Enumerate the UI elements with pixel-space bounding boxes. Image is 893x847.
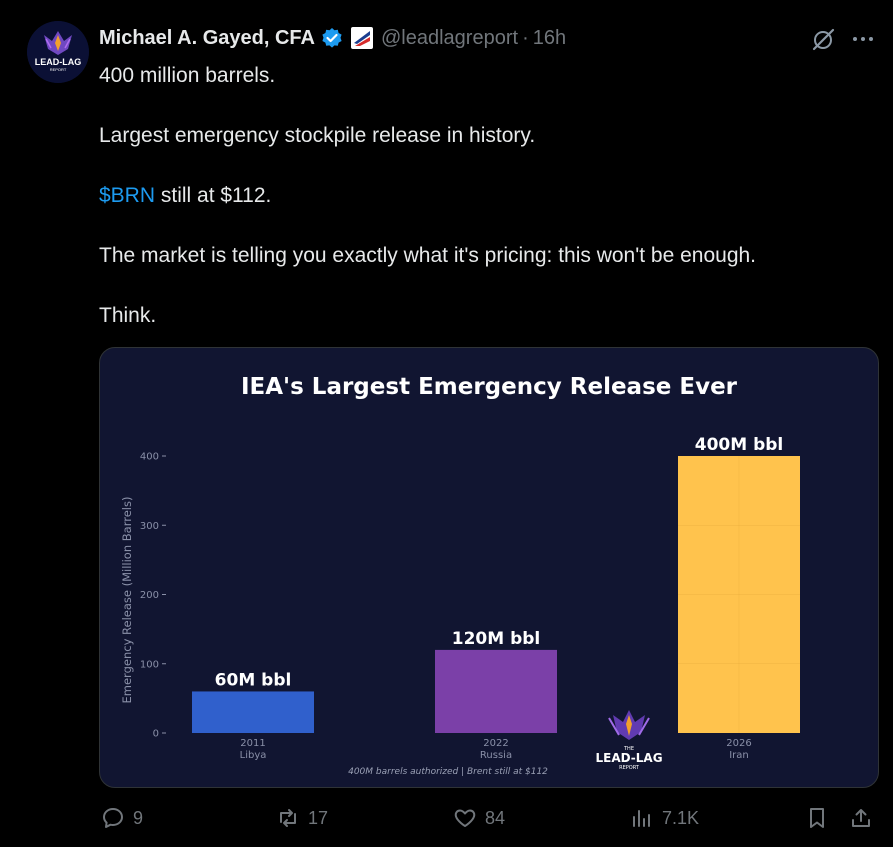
retweet-button[interactable]: 17 <box>276 806 328 830</box>
cashtag-rest: still at $112. <box>155 184 272 207</box>
lead-lag-logo-icon: LEAD-LAG REPORT <box>27 21 89 83</box>
bookmark-icon <box>810 808 824 828</box>
y-tick-label: 100 <box>140 659 159 670</box>
share-button[interactable] <box>849 806 873 830</box>
separator-dot: · <box>522 26 529 49</box>
x-tick-country: Russia <box>480 750 512 761</box>
action-bar: 9 17 84 7.1K <box>0 800 893 840</box>
tweet-line-2: Largest emergency stockpile release in h… <box>99 124 536 147</box>
avatar[interactable]: LEAD-LAG REPORT <box>27 21 89 83</box>
y-tick-label: 0 <box>153 729 159 740</box>
watermark-small-bottom: REPORT <box>619 765 640 771</box>
watermark-small-top: THE <box>623 746 634 752</box>
y-tick-label: 400 <box>140 452 159 463</box>
affiliate-flag-icon[interactable] <box>351 27 373 49</box>
data-label: 120M bbl <box>452 629 541 649</box>
timestamp[interactable]: 16h <box>532 26 567 49</box>
watermark-logo: THE LEAD-LAG REPORT <box>595 710 663 771</box>
tweet-line-3: $BRN still at $112. <box>99 181 859 211</box>
like-button[interactable]: 84 <box>453 806 505 830</box>
tweet-line-4: The market is telling you exactly what i… <box>99 244 757 267</box>
reply-button[interactable]: 9 <box>101 806 143 830</box>
y-tick-label: 300 <box>140 521 159 532</box>
x-tick-year: 2011 <box>240 738 265 749</box>
y-tick-label: 200 <box>140 590 159 601</box>
chart-footnote: 400M barrels authorized | Brent still at… <box>348 767 548 777</box>
retweet-count: 17 <box>308 807 329 828</box>
tweet-text: 400 million barrels. Largest emergency s… <box>99 61 859 361</box>
x-tick-year: 2022 <box>483 738 508 749</box>
x-tick-country: Iran <box>729 750 749 761</box>
watermark-text: LEAD-LAG <box>595 751 662 765</box>
bookmark-button[interactable] <box>805 806 829 830</box>
tweet-line-5: Think. <box>99 304 157 327</box>
like-count: 84 <box>485 807 506 828</box>
tweet-media-chart[interactable]: IEA's Largest Emergency Release Ever Eme… <box>99 347 879 788</box>
grok-icon[interactable] <box>811 26 837 52</box>
author-handle[interactable]: @leadlagreport <box>381 26 519 49</box>
retweet-icon <box>280 809 296 827</box>
data-label: 400M bbl <box>695 435 784 455</box>
bar-chart: IEA's Largest Emergency Release Ever Eme… <box>120 374 800 777</box>
reply-icon <box>103 808 123 828</box>
views-button[interactable]: 7.1K <box>630 806 699 830</box>
author-name[interactable]: Michael A. Gayed, CFA <box>99 26 315 49</box>
reply-count: 9 <box>133 807 144 828</box>
heart-icon <box>454 809 476 827</box>
share-icon <box>852 809 870 827</box>
tweet-header: Michael A. Gayed, CFA @leadlagreport · 1… <box>99 24 566 52</box>
x-tick-year: 2026 <box>726 738 751 749</box>
cashtag-link[interactable]: $BRN <box>99 184 156 207</box>
views-count: 7.1K <box>662 807 700 828</box>
views-icon <box>633 810 650 827</box>
y-axis-label: Emergency Release (Million Barrels) <box>120 497 134 704</box>
data-label: 60M bbl <box>215 670 292 690</box>
bar-libya <box>192 691 314 733</box>
more-icon[interactable] <box>850 27 876 51</box>
verified-badge-icon[interactable] <box>321 27 343 49</box>
bar-russia <box>435 649 557 733</box>
avatar-text: LEAD-LAG <box>35 57 82 67</box>
chart-title: IEA's Largest Emergency Release Ever <box>241 374 738 400</box>
tweet-line-1: 400 million barrels. <box>99 64 276 87</box>
avatar-subtext: REPORT <box>50 67 67 72</box>
x-tick-country: Libya <box>240 750 267 761</box>
